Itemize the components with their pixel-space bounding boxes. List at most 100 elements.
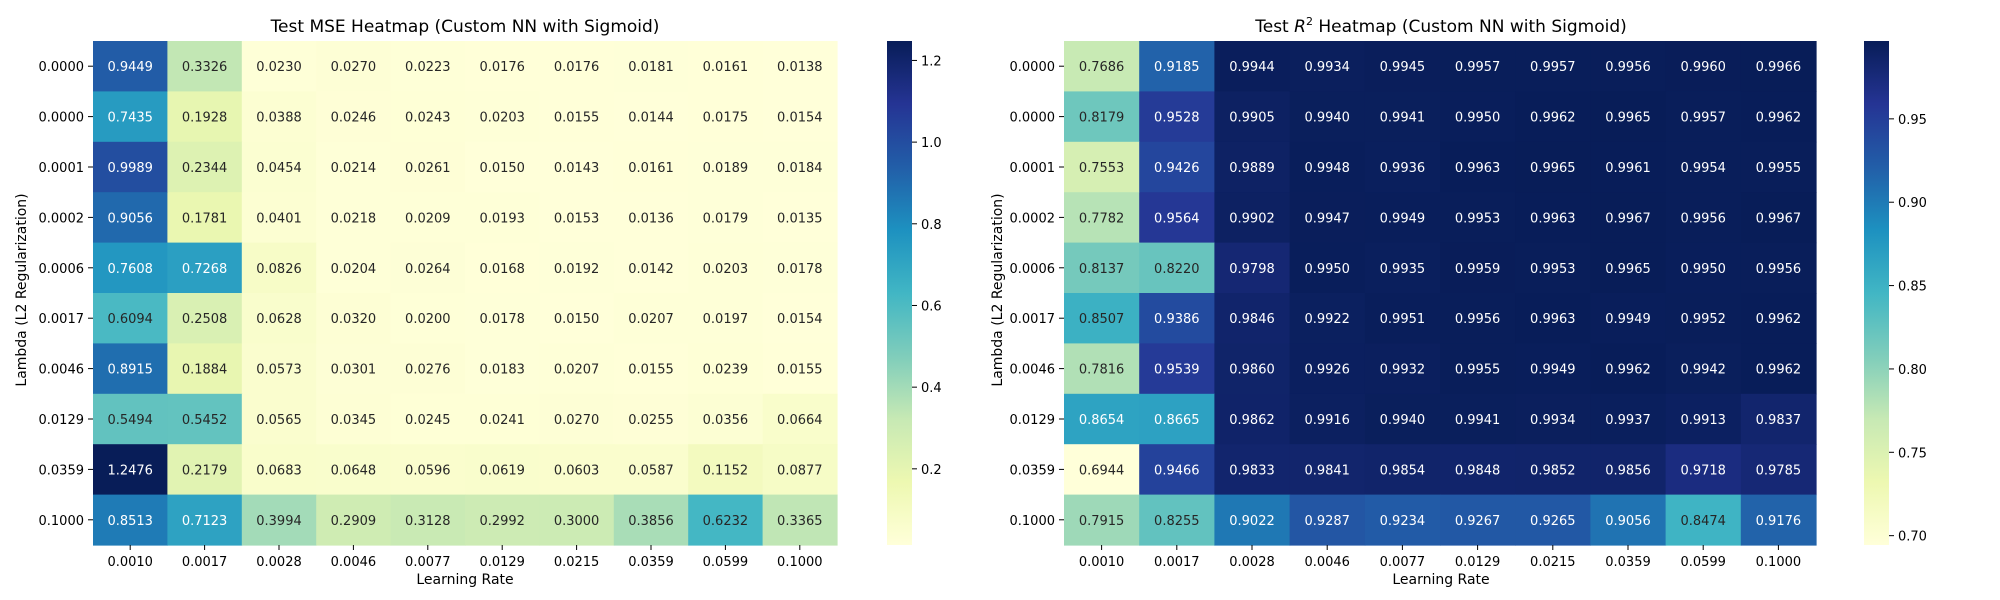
r2-cell-value-label: 0.9854 — [1380, 463, 1426, 478]
r2-x-tick-label: 0.0046 — [1304, 555, 1350, 570]
mse-cell-value-label: 0.1152 — [703, 463, 749, 478]
r2-cell-value-label: 0.8665 — [1154, 413, 1200, 428]
r2-cell-value-label: 0.9963 — [1530, 312, 1576, 327]
mse-cell-value-label: 0.3326 — [182, 60, 228, 75]
r2-heatmap-cell — [1364, 494, 1441, 546]
mse-cell-value-label: 0.0136 — [628, 211, 674, 226]
r2-cell-value-label: 0.9941 — [1455, 413, 1501, 428]
r2-heatmap-cell — [1289, 141, 1366, 193]
mse-cell-value-label: 0.0155 — [554, 111, 600, 126]
r2-cell-value-label: 0.9956 — [1680, 211, 1726, 226]
r2-cell-value-label: 0.9852 — [1530, 463, 1576, 478]
r2-cell-value-label: 0.9965 — [1530, 161, 1576, 176]
mse-heatmap-cells: 0.9449 0.3326 0.0230 0.0270 0.0223 0.0176 0.01… — [93, 41, 838, 546]
r2-cell-value-label: 0.9953 — [1455, 211, 1501, 226]
mse-heatmap-cell — [465, 444, 540, 496]
r2-title-prefix: Test — [1254, 17, 1294, 37]
mse-cell-value-label: 0.7608 — [107, 262, 153, 277]
r2-heatmap-cell — [1665, 192, 1742, 244]
r2-cell-value-label: 0.9934 — [1530, 413, 1576, 428]
r2-cell-value-label: 0.9564 — [1154, 211, 1200, 226]
mse-heatmap-cell — [465, 494, 540, 546]
mse-cell-value-label: 0.5494 — [107, 413, 153, 428]
mse-cell-value-label: 0.0181 — [628, 60, 674, 75]
mse-cell-value-label: 0.1884 — [182, 363, 228, 378]
mse-cell-value-label: 0.0138 — [777, 60, 823, 75]
mse-heatmap-cell — [93, 41, 168, 92]
r2-heatmap-cell — [1364, 343, 1441, 395]
mse-cell-value-label: 0.9449 — [107, 60, 153, 75]
mse-cell-value-label: 0.0619 — [479, 463, 525, 478]
r2-heatmap-cell — [1214, 41, 1291, 92]
r2-heatmap-cell — [1590, 242, 1667, 294]
mse-cell-value-label: 0.0401 — [256, 211, 302, 226]
r2-heatmap-cell — [1214, 91, 1291, 143]
r2-cell-value-label: 0.9949 — [1530, 363, 1576, 378]
r2-x-tick-label: 0.0010 — [1079, 555, 1125, 570]
r2-cell-value-label: 0.9965 — [1605, 111, 1651, 126]
mse-heatmap-cell — [688, 192, 764, 244]
r2-heatmap-cell — [1364, 192, 1441, 244]
r2-cell-value-label: 0.9718 — [1680, 463, 1726, 478]
r2-cell-value-label: 0.9966 — [1756, 60, 1802, 75]
mse-heatmap-cell — [688, 494, 764, 546]
mse-cell-value-label: 0.0154 — [777, 111, 823, 126]
mse-heatmap-cell — [390, 444, 466, 496]
mse-heatmap-cell — [465, 293, 540, 344]
r2-cell-value-label: 0.9955 — [1455, 363, 1501, 378]
r2-heatmap-cell — [1740, 141, 1817, 193]
r2-title-suffix: Heatmap (Custom NN with Sigmoid) — [1313, 17, 1627, 37]
r2-heatmap-cell — [1214, 242, 1291, 294]
mse-heatmap-cell — [316, 343, 392, 395]
r2-cell-value-label: 0.9940 — [1380, 413, 1426, 428]
mse-x-tick-label: 0.0129 — [479, 555, 525, 570]
mse-heatmap-cell — [762, 41, 838, 92]
mse-cell-value-label: 0.2909 — [331, 514, 377, 529]
mse-heatmap-title: Test MSE Heatmap (Custom NN with Sigmoid… — [270, 17, 660, 37]
mse-cell-value-label: 0.0207 — [554, 363, 600, 378]
r2-cell-value-label: 0.9955 — [1756, 161, 1802, 176]
r2-heatmap-cell — [1665, 494, 1742, 546]
r2-colorbar-tick-label: 0.90 — [1898, 196, 1927, 211]
r2-heatmap-cell — [1590, 343, 1667, 395]
r2-cell-value-label: 0.7915 — [1079, 514, 1125, 529]
r2-y-tick-label: 0.0000 — [1010, 60, 1056, 75]
r2-cell-value-label: 0.9945 — [1380, 60, 1426, 75]
r2-heatmap-cell — [1740, 41, 1817, 92]
mse-y-tick-label: 0.0006 — [39, 262, 85, 277]
mse-heatmap-cell — [93, 343, 168, 395]
mse-cell-value-label: 0.0241 — [479, 413, 525, 428]
r2-heatmap-cell — [1590, 41, 1667, 92]
mse-heatmap-cell — [688, 41, 764, 92]
mse-heatmap-cell — [762, 91, 838, 143]
r2-heatmap-cell — [1515, 343, 1591, 395]
r2-cell-value-label: 0.9957 — [1530, 60, 1576, 75]
mse-cell-value-label: 0.0648 — [331, 463, 377, 478]
mse-cell-value-label: 0.2992 — [479, 514, 525, 529]
r2-cell-value-label: 0.9934 — [1304, 60, 1350, 75]
mse-heatmap-cell — [539, 393, 615, 445]
r2-cell-value-label: 0.9967 — [1605, 211, 1651, 226]
r2-cell-value-label: 0.9962 — [1605, 363, 1651, 378]
mse-y-tick-label: 0.0359 — [39, 463, 85, 478]
mse-cell-value-label: 0.0175 — [703, 111, 749, 126]
r2-heatmap-cell — [1440, 293, 1516, 344]
r2-heatmap-cell — [1740, 91, 1817, 143]
r2-cell-value-label: 0.6944 — [1079, 463, 1125, 478]
r2-y-axis-label: Lambda (L2 Regularization) — [990, 193, 1006, 386]
mse-heatmap-cell — [167, 293, 243, 344]
r2-colorbar-tick-label: 0.85 — [1898, 280, 1927, 295]
r2-cell-value-label: 0.9862 — [1229, 413, 1275, 428]
mse-heatmap-cell — [316, 444, 392, 496]
mse-heatmap-panel: Test MSE Heatmap (Custom NN with Sigmoid… — [14, 17, 942, 588]
r2-heatmap-cell — [1064, 444, 1140, 496]
mse-heatmap-cell — [241, 242, 317, 294]
mse-x-tick-label: 0.0077 — [405, 555, 451, 570]
r2-cell-value-label: 0.9952 — [1680, 312, 1726, 327]
mse-heatmap-cell — [762, 343, 838, 395]
mse-cell-value-label: 0.0245 — [405, 413, 451, 428]
r2-cell-value-label: 0.9902 — [1229, 211, 1275, 226]
r2-heatmap-cell — [1289, 343, 1366, 395]
mse-heatmap-cell — [390, 192, 466, 244]
mse-heatmap-cell — [688, 293, 764, 344]
